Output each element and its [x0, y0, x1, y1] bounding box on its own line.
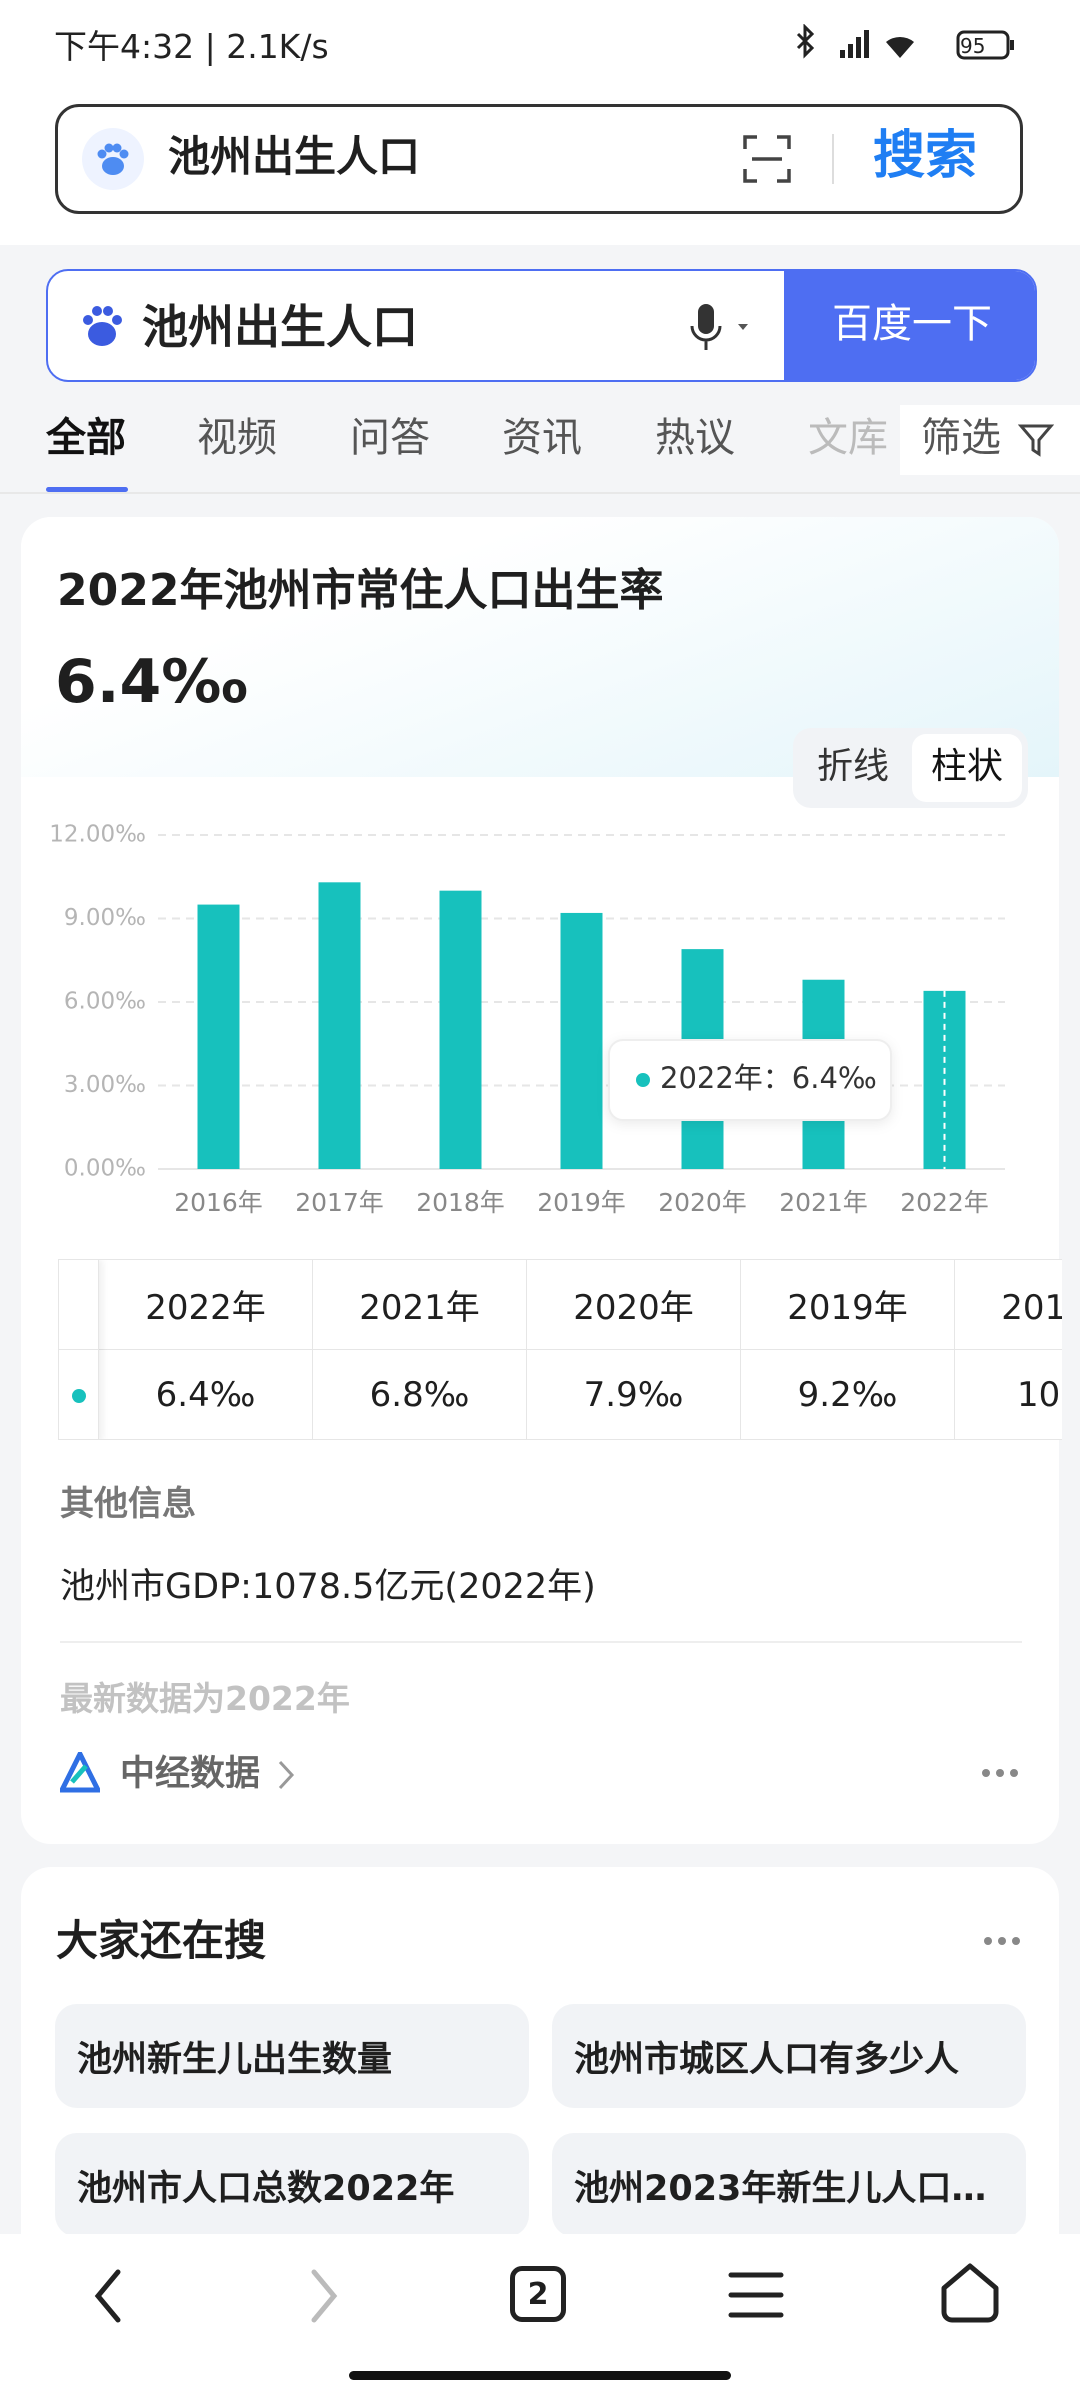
filter-tab[interactable]: 筛选	[921, 415, 1001, 461]
back-button[interactable]	[90, 2268, 126, 2324]
x-tick-label: 2021年	[779, 1188, 868, 1217]
table-header: 2022年	[99, 1260, 313, 1349]
tab[interactable]: 资讯	[502, 415, 582, 461]
row-divider	[59, 1349, 1062, 1350]
y-tick-label: 12.00‰	[49, 822, 146, 848]
mic-icon[interactable]	[690, 302, 760, 354]
source-link[interactable]: 中经数据	[120, 1754, 261, 1794]
tab-underline	[46, 487, 128, 492]
related-chip[interactable]: 池州新生儿出生数量	[55, 2004, 529, 2108]
table-cell: 6.8‰	[313, 1349, 527, 1439]
baidu-search-button[interactable]: 百度一下	[832, 301, 992, 347]
baidu-button-bg[interactable]	[784, 271, 1035, 380]
bar	[318, 882, 361, 1169]
y-tick-label: 9.00‰	[64, 905, 146, 931]
toggle-selected	[912, 734, 1022, 802]
battery-level: 95	[960, 34, 986, 58]
latest-data-note: 最新数据为2022年	[60, 1679, 350, 1718]
forward-button[interactable]	[306, 2268, 342, 2324]
top-search-query: 池州出生人口	[168, 132, 421, 181]
top-search-button[interactable]: 搜索	[873, 126, 978, 186]
related-chip[interactable]: 池州2023年新生儿人口…	[552, 2133, 1026, 2237]
table-header: 2021年	[313, 1260, 527, 1349]
baidu-search-box[interactable]	[46, 269, 1037, 382]
bar	[197, 904, 240, 1169]
other-info-label: 其他信息	[60, 1484, 196, 1524]
x-tick-label: 2016年	[174, 1188, 263, 1217]
tab[interactable]: 问答	[350, 415, 430, 461]
tabs-button[interactable]: 2	[510, 2266, 566, 2322]
tab[interactable]: 视频	[197, 415, 277, 461]
gdp-info: 池州市GDP:1078.5亿元(2022年)	[60, 1567, 596, 1607]
table-cell: 7.9‰	[527, 1349, 741, 1439]
tab[interactable]: 文库	[808, 415, 888, 461]
x-tick-label: 2017年	[295, 1188, 384, 1217]
tooltip-text: 2022年：6.4‰	[660, 1061, 877, 1095]
x-tick-label: 2019年	[537, 1188, 626, 1217]
headline-value: 6.4‰	[55, 647, 248, 717]
tooltip-dot	[636, 1073, 650, 1087]
status-icons	[796, 24, 1014, 60]
y-tick-label: 0.00‰	[64, 1156, 146, 1182]
paw-icon	[82, 128, 144, 190]
table-cell: 10‰	[955, 1349, 1062, 1439]
tab[interactable]: 全部	[46, 415, 126, 461]
table-header: 2019年	[741, 1260, 955, 1349]
x-tick-label: 2022年	[900, 1188, 989, 1217]
status-time: 下午4:32 | 2.1K/s	[54, 27, 329, 66]
home-button[interactable]	[938, 2262, 1002, 2324]
more-button[interactable]	[980, 1766, 1020, 1780]
home-indicator	[349, 2371, 731, 2380]
series-dot	[71, 1388, 86, 1403]
baidu-logo	[83, 306, 122, 346]
bar	[439, 890, 482, 1169]
toggle-option[interactable]: 折线	[817, 746, 890, 787]
related-chip[interactable]: 池州市城区人口有多少人	[552, 2004, 1026, 2108]
source-logo	[60, 1752, 100, 1793]
scan-icon[interactable]	[742, 134, 792, 184]
chevron	[278, 1760, 295, 1790]
table-cell: 9.2‰	[741, 1349, 955, 1439]
tab[interactable]: 热议	[655, 415, 735, 461]
data-table: 2022年 2021年 2020年 2019年 2018年 6.4‰ 6.8‰ …	[58, 1259, 1062, 1440]
tab-divider	[0, 492, 1080, 494]
filter-icon[interactable]	[1018, 422, 1054, 458]
bar-chart: 0.00‰ 3.00‰ 6.00‰ 9.00‰ 12.00‰ 2016年 2017年 2018…	[49, 822, 1005, 1217]
x-tick-label: 2018年	[416, 1188, 505, 1217]
marker-column	[59, 1260, 99, 1439]
related-chip[interactable]: 池州市人口总数2022年	[55, 2133, 529, 2237]
y-tick-label: 6.00‰	[64, 989, 146, 1015]
table-cell: 6.4‰	[99, 1349, 313, 1439]
table-header: 2020年	[527, 1260, 741, 1349]
top-search-box[interactable]	[55, 104, 1023, 214]
related-title: 大家还在搜	[56, 1916, 267, 1965]
menu-button[interactable]	[728, 2270, 784, 2320]
baidu-search-query: 池州出生人口	[142, 300, 418, 354]
tooltip-box	[608, 1039, 892, 1121]
x-tick-label: 2020年	[658, 1188, 747, 1217]
y-tick-label: 3.00‰	[64, 1072, 146, 1098]
toggle-option[interactable]: 柱状	[931, 746, 1004, 787]
table-header: 2018年	[955, 1260, 1062, 1349]
bar	[560, 912, 603, 1169]
info-divider	[60, 1641, 1022, 1643]
card-title: 2022年池州市常住人口出生率	[57, 565, 664, 616]
divider	[832, 134, 834, 184]
filter-bg	[900, 405, 1080, 475]
more-button[interactable]	[982, 1934, 1022, 1948]
